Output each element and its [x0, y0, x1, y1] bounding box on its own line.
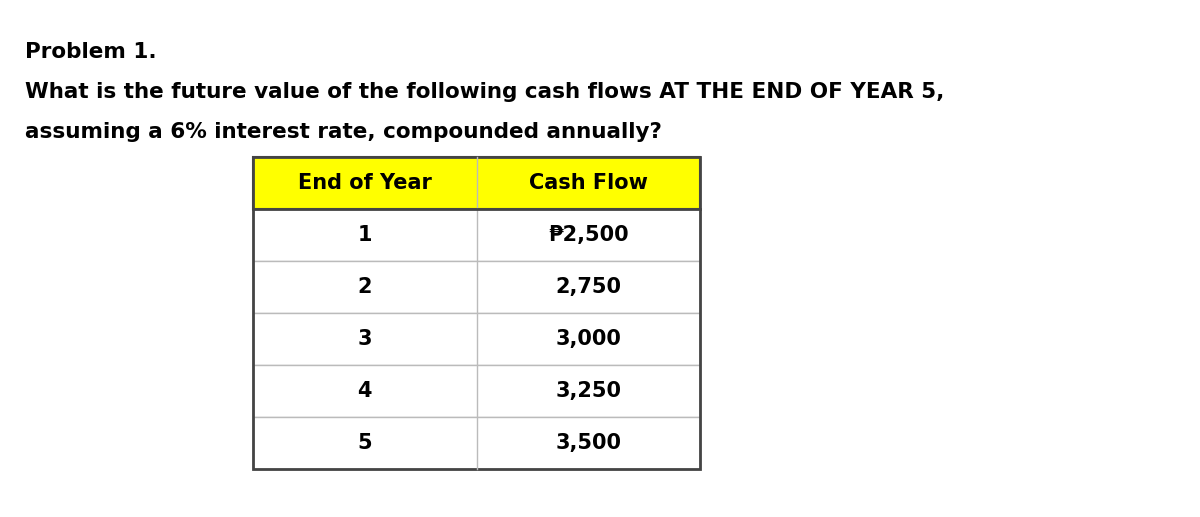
- Text: What is the future value of the following cash flows AT THE END OF YEAR 5,: What is the future value of the followin…: [25, 82, 944, 102]
- FancyBboxPatch shape: [253, 261, 700, 313]
- Text: 2,750: 2,750: [556, 277, 622, 297]
- Text: 3,250: 3,250: [556, 381, 622, 401]
- Text: End of Year: End of Year: [298, 173, 432, 193]
- Text: 3: 3: [358, 329, 372, 349]
- FancyBboxPatch shape: [253, 417, 700, 469]
- Text: 4: 4: [358, 381, 372, 401]
- Text: 3,000: 3,000: [556, 329, 622, 349]
- Text: 5: 5: [358, 433, 372, 453]
- FancyBboxPatch shape: [253, 157, 700, 209]
- Text: 3,500: 3,500: [556, 433, 622, 453]
- FancyBboxPatch shape: [253, 313, 700, 365]
- Text: ₱2,500: ₱2,500: [548, 225, 629, 245]
- Text: Cash Flow: Cash Flow: [529, 173, 648, 193]
- Text: assuming a 6% interest rate, compounded annually?: assuming a 6% interest rate, compounded …: [25, 122, 661, 142]
- Text: 2: 2: [358, 277, 372, 297]
- FancyBboxPatch shape: [253, 209, 700, 261]
- Text: Problem 1.: Problem 1.: [25, 42, 156, 62]
- Text: 1: 1: [358, 225, 372, 245]
- FancyBboxPatch shape: [253, 365, 700, 417]
